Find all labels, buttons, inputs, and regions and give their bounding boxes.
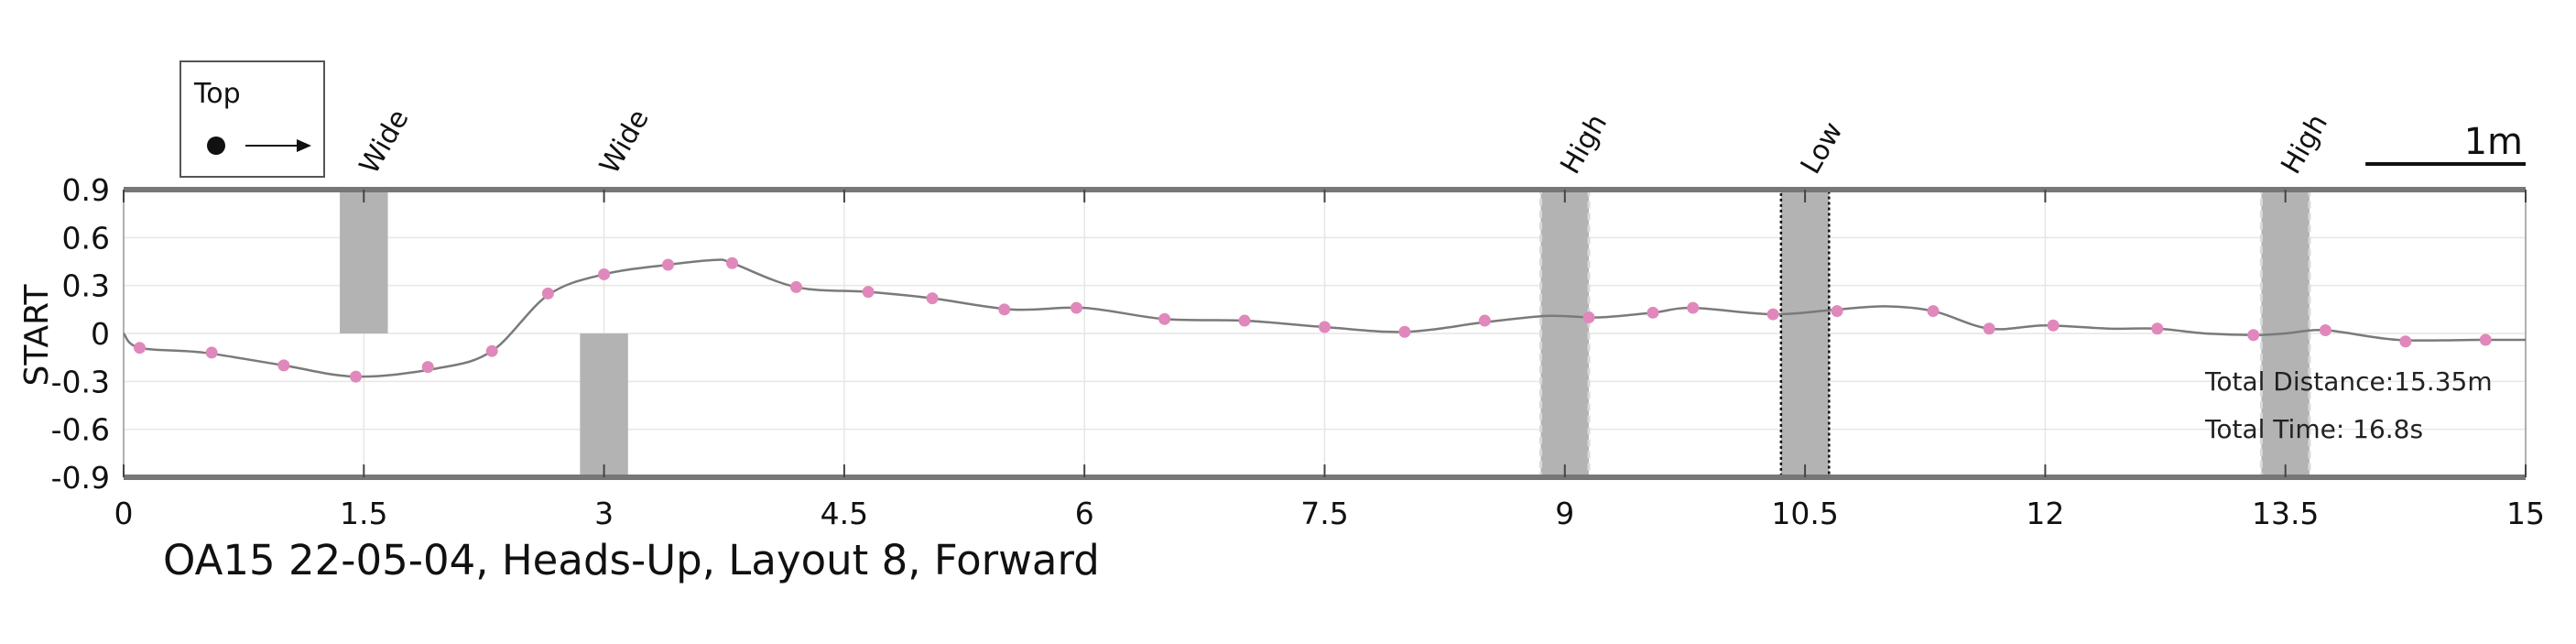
obstacle-bar-3	[1539, 188, 1591, 479]
obstacle-label: High	[2275, 109, 2334, 180]
x-tick-label: 15	[2506, 496, 2545, 531]
trajectory-marker	[1687, 301, 1700, 314]
trajectory-marker	[789, 280, 802, 293]
obstacle-label: High	[1554, 109, 1614, 180]
obstacle-label: Wide	[593, 104, 656, 180]
trajectory-marker	[421, 361, 434, 374]
trajectory-marker	[2247, 329, 2260, 342]
grid	[123, 189, 2527, 478]
obstacle-label: Wide	[353, 104, 416, 180]
trajectory-marker	[926, 292, 939, 305]
y-tick-label: 0.9	[62, 172, 110, 208]
trajectory-marker	[1319, 321, 1331, 333]
trajectory-marker	[277, 359, 290, 372]
trajectory-marker	[1766, 308, 1779, 321]
trajectory-marker	[1478, 314, 1491, 327]
x-tick-label: 4.5	[821, 496, 868, 531]
trajectory-marker	[205, 346, 218, 359]
y-tick-label: 0.6	[62, 220, 110, 256]
x-tick-label: 3	[594, 496, 614, 531]
trajectory-marker	[1582, 311, 1595, 324]
x-tick-label: 0	[114, 496, 134, 531]
y-tick-label: 0	[91, 316, 110, 352]
trajectory-marker	[485, 344, 498, 357]
trajectory-marker	[862, 286, 875, 299]
y-tick-label: 0.3	[62, 268, 110, 304]
obstacle-labels: Wide Wide High Low High	[353, 104, 2334, 180]
x-tick-label: 6	[1075, 496, 1094, 531]
y-axis-label: START	[18, 283, 56, 386]
trajectory-marker	[133, 342, 146, 355]
trajectory-marker	[662, 258, 675, 271]
y-tick-label: -0.6	[51, 412, 110, 448]
scale-bar: 1m	[2365, 121, 2526, 166]
trajectory-marker	[725, 257, 738, 269]
trajectory-marker	[1983, 322, 1995, 335]
trajectory-marker	[1398, 325, 1411, 338]
trajectory-marker	[598, 267, 611, 280]
x-tick-label: 10.5	[1771, 496, 1838, 531]
start-dot-icon	[207, 136, 225, 155]
x-tick-label: 7.5	[1300, 496, 1348, 531]
chart-caption: OA15 22-05-04, Heads-Up, Layout 8, Forwa…	[163, 536, 1100, 584]
x-tick-label: 9	[1555, 496, 1574, 531]
trajectory-marker	[998, 303, 1011, 316]
trajectory-marker	[2151, 322, 2164, 335]
trajectory-marker	[350, 370, 363, 383]
trajectory-marker	[1070, 301, 1082, 314]
direction-legend: Top	[179, 60, 325, 178]
trajectory-series	[123, 257, 2526, 383]
obstacle-bar-4	[1779, 188, 1831, 479]
obstacle-bar-2	[580, 333, 628, 477]
scale-bar-label: 1m	[2464, 121, 2523, 163]
x-tick-label: 12	[2026, 496, 2064, 531]
y-tick-label: -0.9	[51, 460, 110, 496]
trajectory-marker	[541, 287, 554, 300]
trajectory-marker	[1927, 305, 1940, 318]
trajectory-marker	[2399, 335, 2412, 348]
trajectory-marker	[1158, 312, 1171, 325]
trajectory-marker	[1238, 314, 1251, 327]
legend-title: Top	[193, 78, 241, 110]
trajectory-marker	[1647, 306, 1659, 319]
legend-box	[179, 60, 325, 178]
tick-labels: 0 1.5 3 4.5 6 7.5 9 10.5 12 13.5 15 0.9 0.6 0.3 0 -0.3 -…	[51, 172, 2545, 531]
trajectory-marker	[1831, 305, 1843, 318]
trajectory-marker	[2479, 333, 2492, 346]
trajectory-marker	[2319, 324, 2331, 337]
y-tick-label: -0.3	[51, 364, 110, 399]
total-distance-annotation: Total Distance:15.35m	[2204, 366, 2493, 397]
x-tick-label: 13.5	[2252, 496, 2319, 531]
obstacle-bar-1	[340, 190, 388, 333]
trajectory-marker	[2047, 319, 2060, 332]
total-time-annotation: Total Time: 16.8s	[2204, 414, 2423, 444]
arrow-head-icon	[297, 139, 311, 152]
x-tick-label: 1.5	[340, 496, 387, 531]
obstacle-label: Low	[1795, 116, 1850, 180]
